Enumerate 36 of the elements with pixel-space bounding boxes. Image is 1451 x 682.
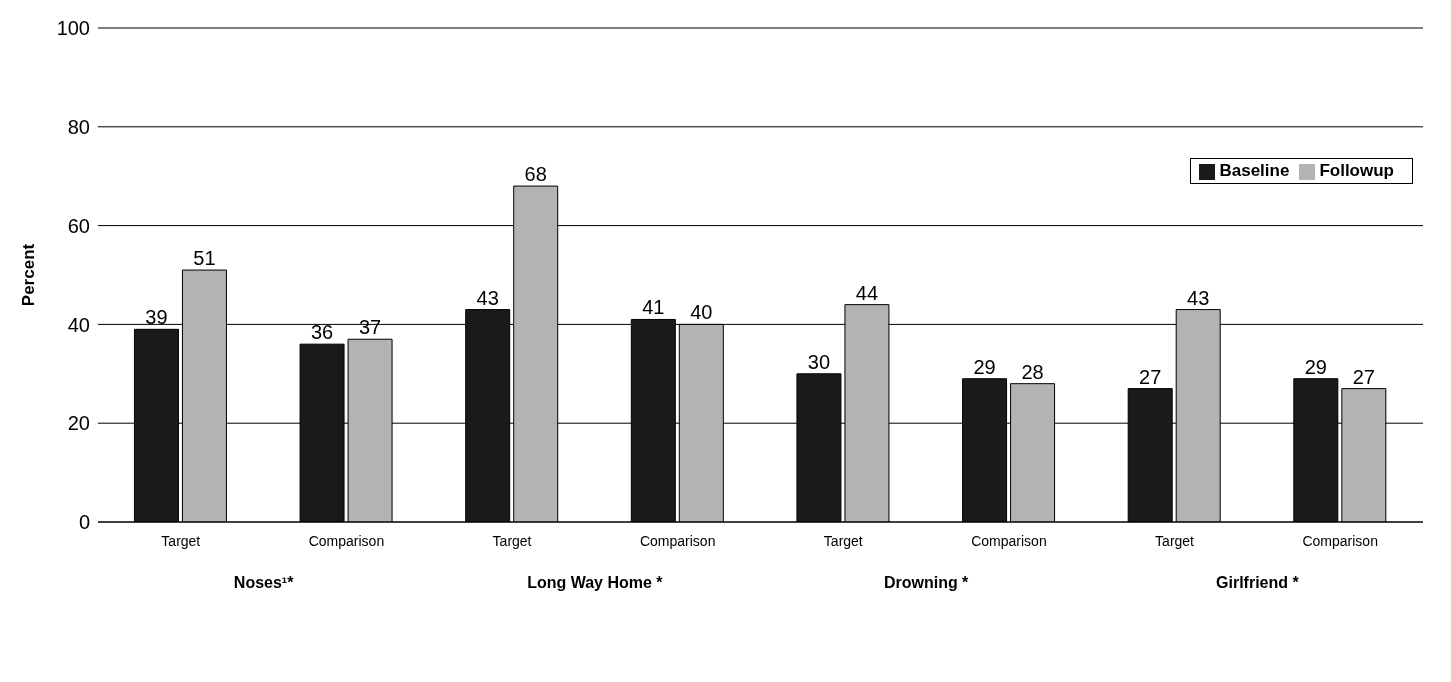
data-label: 27 — [1139, 365, 1162, 388]
data-label: 39 — [145, 306, 168, 329]
x-tick-label: Comparison — [971, 533, 1047, 549]
data-label: 40 — [690, 301, 713, 324]
data-label: 68 — [524, 163, 547, 186]
data-label: 43 — [476, 286, 499, 309]
data-label: 36 — [310, 321, 334, 344]
x-tick-label: Comparison — [308, 533, 385, 549]
legend-label: Followup — [1319, 161, 1394, 180]
data-label: 28 — [1021, 360, 1044, 383]
data-label: 29 — [973, 355, 996, 378]
data-label: 29 — [1304, 355, 1327, 378]
text: Girlfriend * — [1216, 574, 1300, 591]
data-label: 44 — [855, 281, 879, 304]
y-tick-label: 60 — [67, 214, 90, 237]
text: Long Way Home * — [527, 574, 664, 591]
y-tick-label: 0 — [78, 511, 90, 534]
y-axis-title: Percent — [19, 243, 39, 307]
y-tick-label: 20 — [67, 412, 90, 435]
x-tick-label: Comparison — [1302, 533, 1378, 549]
x-tick-label: Target — [492, 533, 532, 549]
text: Noses¹* — [233, 574, 295, 591]
y-tick-label: 40 — [67, 313, 90, 336]
data-label: 27 — [1352, 365, 1375, 388]
x-tick-label: Target — [161, 533, 201, 549]
text: Drowning * — [883, 574, 970, 591]
x-tick-label: Target — [823, 533, 863, 549]
data-label: 43 — [1187, 286, 1210, 309]
legend-label: Baseline — [1219, 161, 1290, 180]
data-label: 41 — [642, 296, 665, 319]
x-tick-label: Target — [1155, 533, 1195, 549]
x-tick-label: Comparison — [639, 533, 716, 549]
y-tick-label: 100 — [56, 17, 90, 40]
data-label: 51 — [193, 247, 216, 270]
data-label: 30 — [807, 350, 831, 373]
y-tick-label: 80 — [67, 115, 90, 138]
